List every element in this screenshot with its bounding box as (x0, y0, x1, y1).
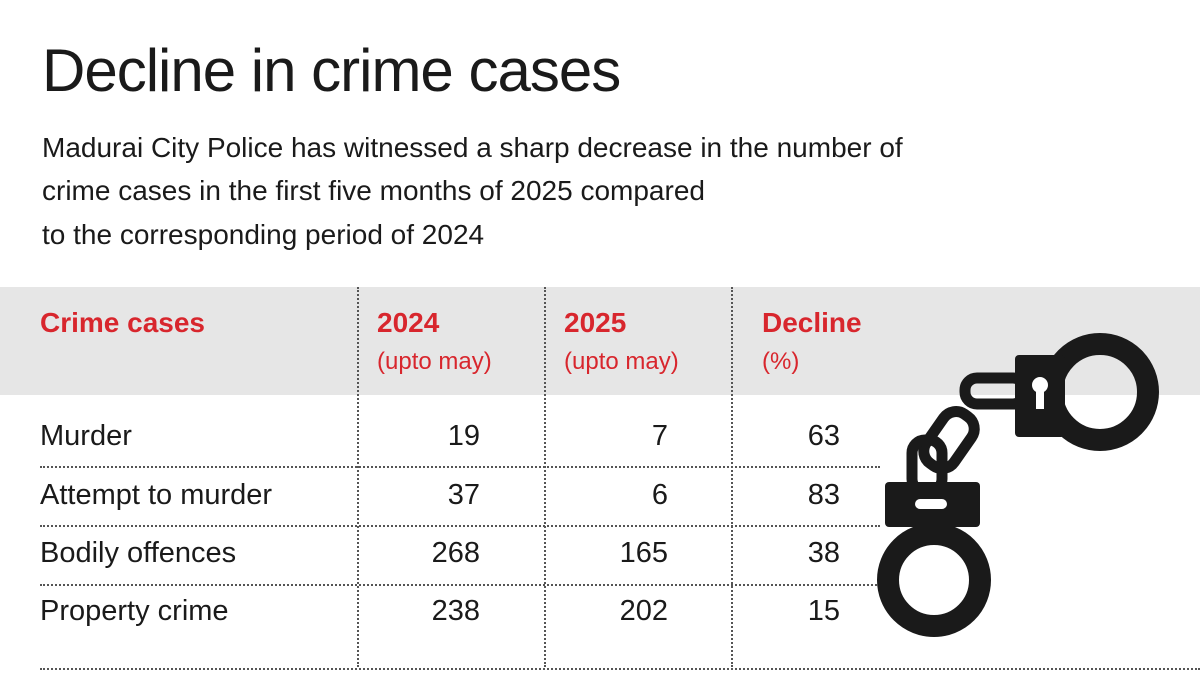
row-label: Property crime (40, 595, 229, 627)
row-divider (40, 466, 880, 468)
row-label: Attempt to murder (40, 479, 273, 511)
cell-value: 6 (651, 479, 668, 511)
column-header: Decline (762, 307, 862, 338)
cell-value: 238 (431, 595, 480, 627)
cell-value: 63 (807, 420, 840, 452)
column-subheader: (upto may) (377, 348, 492, 375)
column-divider (731, 287, 733, 667)
cell-value: 83 (807, 479, 840, 511)
row-label: Murder (40, 420, 132, 452)
cell-value: 38 (807, 537, 840, 569)
column-subheader: (upto may) (564, 348, 679, 375)
row-divider (40, 584, 880, 586)
title: Decline in crime cases (42, 37, 621, 104)
subtitle-line: to the corresponding period of 2024 (42, 219, 485, 250)
cell-value: 165 (619, 537, 668, 569)
row-divider (40, 525, 880, 527)
column-divider (357, 287, 359, 667)
column-subheader: (%) (762, 348, 800, 375)
cell-value: 15 (807, 595, 840, 627)
row-divider (40, 668, 1200, 670)
cell-value: 7 (651, 420, 668, 452)
column-divider (544, 287, 546, 667)
handcuffs-icon (877, 333, 1159, 637)
subtitle-line: Madurai City Police has witnessed a shar… (42, 132, 903, 163)
row-label: Bodily offences (40, 537, 237, 569)
cell-value: 268 (431, 537, 480, 569)
cell-value: 202 (619, 595, 668, 627)
column-header: Crime cases (40, 307, 206, 338)
cell-value: 19 (447, 420, 480, 452)
subtitle-line: crime cases in the first five months of … (42, 175, 705, 206)
cell-value: 37 (447, 479, 480, 511)
column-header: 2024 (377, 307, 440, 338)
column-header: 2025 (564, 307, 627, 338)
